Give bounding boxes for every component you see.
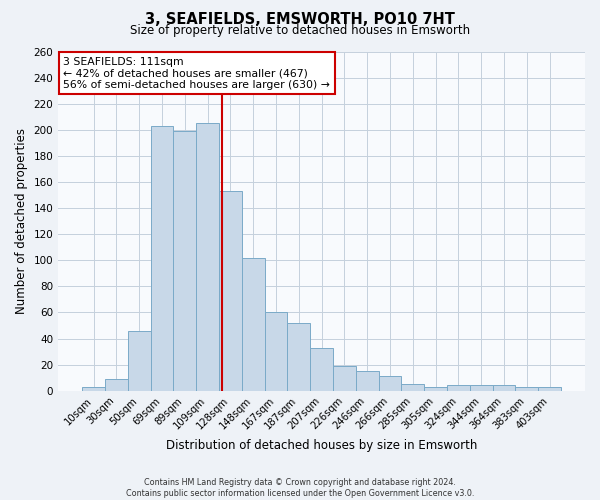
Bar: [242, 258, 265, 390]
Bar: [82, 387, 105, 390]
Bar: [333, 366, 356, 390]
Bar: [128, 330, 151, 390]
X-axis label: Distribution of detached houses by size in Emsworth: Distribution of detached houses by size …: [166, 440, 477, 452]
Text: 3 SEAFIELDS: 111sqm
← 42% of detached houses are smaller (467)
56% of semi-detac: 3 SEAFIELDS: 111sqm ← 42% of detached ho…: [64, 56, 331, 90]
Bar: [287, 323, 310, 390]
Bar: [265, 312, 287, 390]
Bar: [151, 126, 173, 390]
Bar: [470, 386, 493, 390]
Text: Contains HM Land Registry data © Crown copyright and database right 2024.
Contai: Contains HM Land Registry data © Crown c…: [126, 478, 474, 498]
Bar: [379, 376, 401, 390]
Bar: [173, 131, 196, 390]
Bar: [424, 387, 447, 390]
Bar: [310, 348, 333, 391]
Bar: [219, 191, 242, 390]
Bar: [105, 379, 128, 390]
Bar: [493, 386, 515, 390]
Bar: [447, 386, 470, 390]
Text: Size of property relative to detached houses in Emsworth: Size of property relative to detached ho…: [130, 24, 470, 37]
Bar: [401, 384, 424, 390]
Text: 3, SEAFIELDS, EMSWORTH, PO10 7HT: 3, SEAFIELDS, EMSWORTH, PO10 7HT: [145, 12, 455, 28]
Bar: [196, 124, 219, 390]
Bar: [356, 371, 379, 390]
Bar: [515, 387, 538, 390]
Y-axis label: Number of detached properties: Number of detached properties: [15, 128, 28, 314]
Bar: [538, 387, 561, 390]
